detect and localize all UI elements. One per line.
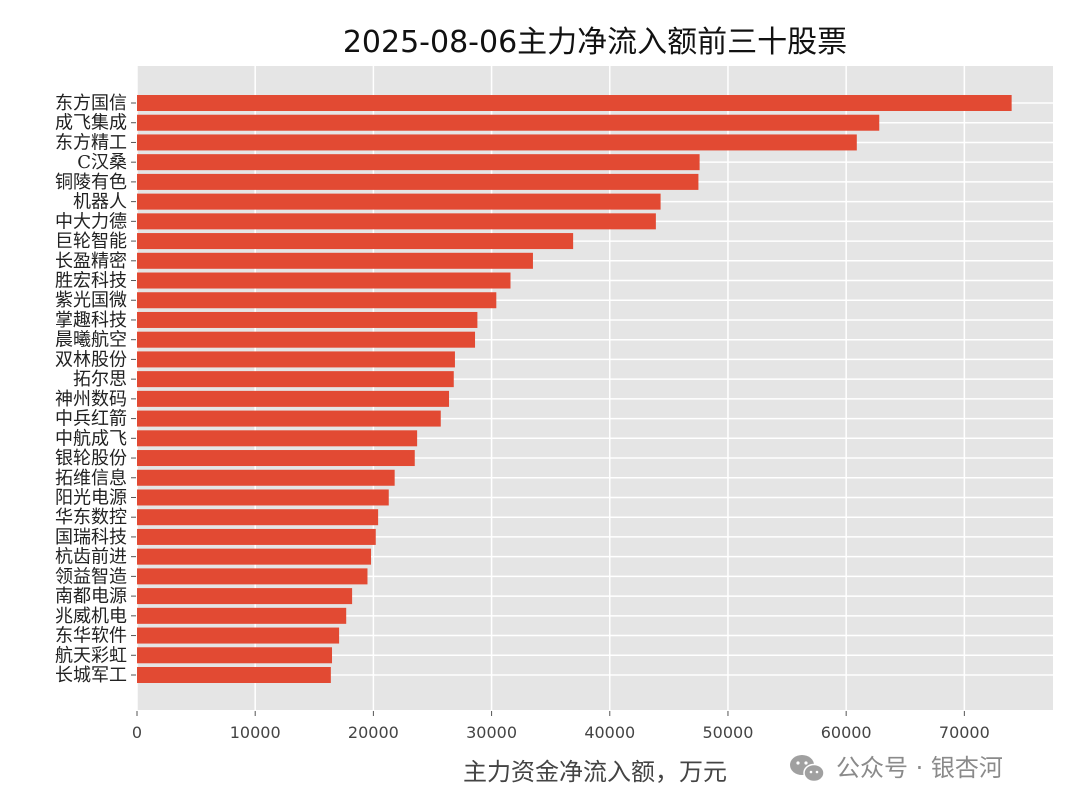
bar — [137, 489, 389, 506]
category-label: 长盈精密 — [55, 251, 127, 272]
bar — [137, 667, 331, 683]
category-label: 银轮股份 — [55, 448, 127, 469]
category-label: 机器人 — [73, 192, 127, 213]
category-label: 拓维信息 — [55, 468, 127, 489]
bar — [137, 311, 478, 328]
x-tick-label: 10000 — [230, 723, 281, 742]
bar — [137, 509, 379, 526]
chart-title: 2025-08-06主力净流入额前三十股票 — [343, 25, 847, 60]
category-label: 杭齿前进 — [55, 547, 127, 568]
bar — [137, 134, 857, 151]
bar — [137, 548, 372, 565]
x-axis-label: 主力资金净流入额，万元 — [463, 758, 727, 786]
bar — [137, 233, 574, 250]
category-labels: 东方国信成飞集成东方精工C汉桑铜陵有色机器人中大力德巨轮智能长盈精密胜宏科技紫光… — [55, 93, 136, 686]
bar — [137, 272, 511, 289]
bar — [137, 390, 450, 407]
bar — [137, 173, 699, 190]
category-label: 中航成飞 — [55, 428, 127, 449]
bar — [137, 469, 395, 486]
category-label: 东方精工 — [55, 132, 127, 153]
bar — [137, 528, 376, 545]
bar — [137, 95, 1012, 111]
bar — [137, 647, 333, 664]
wechat-icon — [790, 755, 825, 783]
category-label: 中兵红箭 — [55, 409, 127, 430]
bar — [137, 331, 476, 348]
category-label: 兆威机电 — [55, 606, 127, 627]
bar — [137, 588, 353, 605]
x-tick-label: 70000 — [939, 723, 990, 742]
category-label: 国瑞科技 — [55, 527, 127, 548]
category-label: 拓尔思 — [73, 369, 127, 390]
x-tick-label: 40000 — [584, 723, 635, 742]
bar — [137, 627, 340, 644]
bar — [137, 193, 661, 210]
category-label: 东华软件 — [55, 626, 127, 647]
bar — [137, 371, 454, 388]
bar — [137, 213, 656, 230]
bar — [137, 351, 455, 368]
category-label: 南都电源 — [55, 586, 127, 607]
bar — [137, 114, 880, 131]
category-label: 领益智造 — [55, 566, 127, 587]
bar-series — [137, 95, 1012, 683]
bar — [137, 450, 415, 467]
watermark: 公众号 · 银杏河 — [790, 754, 1003, 783]
category-label: 铜陵有色 — [55, 172, 127, 193]
bar — [137, 154, 700, 171]
x-tick-labels: 0 10000 20000 30000 40000 50000 60000 70000 — [132, 711, 990, 742]
category-label: 胜宏科技 — [55, 271, 127, 292]
category-label: 成飞集成 — [55, 113, 127, 134]
category-label: 东方国信 — [55, 93, 127, 114]
x-tick-label: 30000 — [466, 723, 517, 742]
x-tick-label: 60000 — [821, 723, 872, 742]
category-label: 神州数码 — [55, 389, 127, 410]
watermark-text: 公众号 · 银杏河 — [836, 754, 1003, 782]
bar — [137, 410, 441, 427]
category-label: 航天彩虹 — [55, 645, 127, 666]
category-label: 阳光电源 — [55, 487, 127, 508]
category-label: 长城军工 — [55, 665, 127, 686]
x-tick-label: 50000 — [703, 723, 754, 742]
category-label: 巨轮智能 — [55, 231, 127, 252]
bar — [137, 430, 418, 447]
bar — [137, 292, 497, 309]
category-label: C汉桑 — [77, 152, 127, 173]
category-label: 华东数控 — [55, 507, 127, 528]
category-label: 晨曦航空 — [55, 330, 127, 351]
category-label: 双林股份 — [55, 349, 127, 370]
category-label: 紫光国微 — [55, 290, 127, 311]
category-label: 中大力德 — [55, 211, 127, 232]
bar — [137, 607, 347, 624]
category-label: 掌趣科技 — [55, 310, 127, 331]
x-tick-label: 20000 — [348, 723, 399, 742]
bar — [137, 252, 533, 269]
bar — [137, 568, 368, 585]
x-tick-label: 0 — [132, 723, 142, 742]
